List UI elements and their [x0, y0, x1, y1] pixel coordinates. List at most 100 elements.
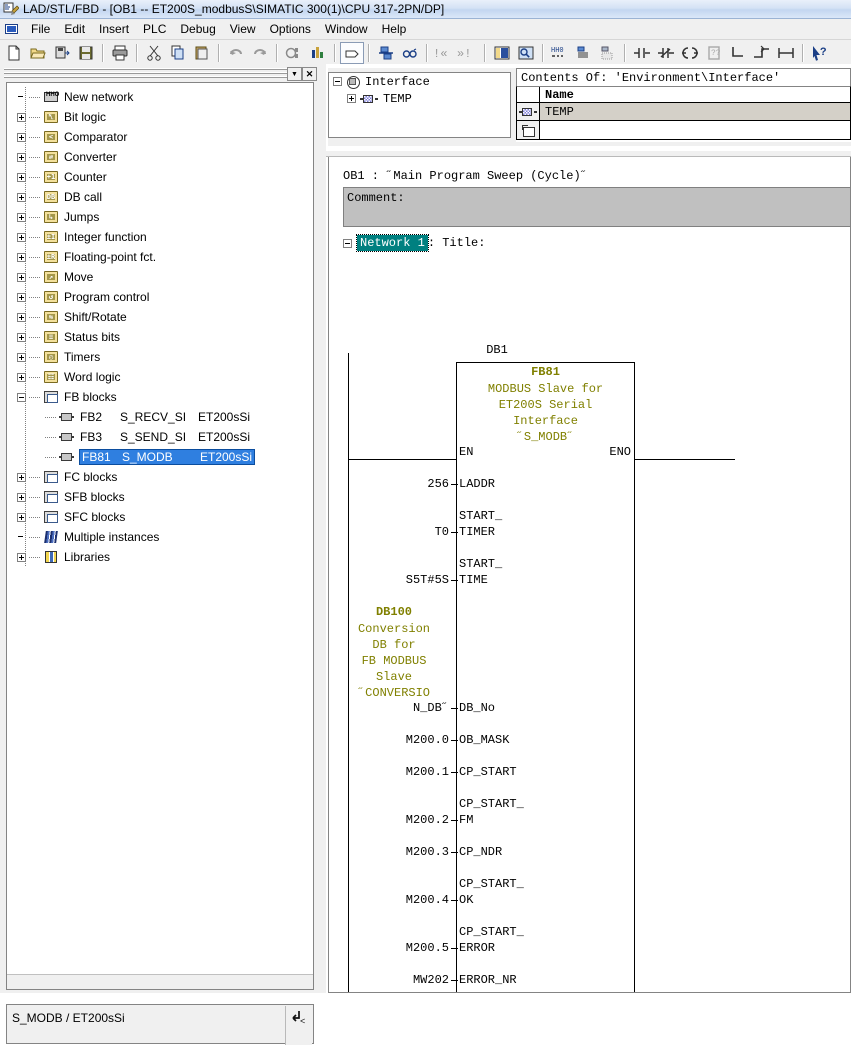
operand-start-timer[interactable]: T0 [434, 525, 449, 539]
tree-expander[interactable] [17, 312, 26, 322]
tree-item-floating-point[interactable]: ±R Floating-point fct. [11, 247, 313, 267]
contact-nc-icon[interactable] [654, 42, 678, 64]
undo-icon[interactable] [224, 42, 248, 64]
tree-expander[interactable] [347, 94, 356, 103]
tree-item-sfb-blocks[interactable]: SFB blocks [11, 487, 313, 507]
table-row[interactable] [516, 121, 851, 140]
menu-debug[interactable]: Debug [180, 22, 216, 36]
collapse-icon[interactable] [343, 238, 352, 248]
tree-expander[interactable] [17, 132, 26, 142]
download-icon[interactable] [282, 42, 306, 64]
interface-tree-item-temp[interactable]: TEMP [329, 90, 510, 107]
menu-view[interactable]: View [229, 22, 256, 36]
network-title[interactable]: : Title: [427, 236, 486, 250]
network-label[interactable]: Network 1 [356, 234, 429, 252]
tree-expander[interactable] [17, 492, 26, 502]
branch-open-icon[interactable] [726, 42, 750, 64]
menu-window[interactable]: Window [324, 22, 368, 36]
ladder-canvas[interactable]: OB1 : ˝Main Program Sweep (Cycle)˝ Comme… [328, 157, 851, 993]
overview-icon[interactable] [490, 42, 514, 64]
symbol-table-icon[interactable] [374, 42, 398, 64]
menu-edit[interactable]: Edit [64, 22, 86, 36]
pane-grip[interactable] [4, 68, 294, 78]
tree-item-program-control[interactable]: ↺ Program control [11, 287, 313, 307]
tree-item-shift-rotate[interactable]: ⇆ Shift/Rotate [11, 307, 313, 327]
operand-laddr[interactable]: 256 [427, 477, 449, 491]
tree-item-move[interactable]: ↗ Move [11, 267, 313, 287]
network-header[interactable]: Network 1 : Title: [343, 234, 486, 252]
tree-expander[interactable] [17, 372, 26, 382]
conversion-db-number[interactable]: DB100 [375, 605, 412, 619]
elements-icon[interactable]: HH0 [548, 42, 572, 64]
operand-cp-start[interactable]: M200.1 [405, 765, 449, 779]
horizontal-splitter[interactable] [326, 150, 851, 157]
tree-expander[interactable] [17, 252, 26, 262]
empty-box-icon[interactable]: ?? [702, 42, 726, 64]
save-icon[interactable] [74, 42, 98, 64]
operand-error-nr[interactable]: MW202 [412, 973, 449, 987]
tree-item-fb3[interactable]: FB3 S_SEND_SI ET200sSi [11, 427, 313, 447]
error-next-icon[interactable]: »! [456, 42, 480, 64]
tree-expander[interactable] [17, 352, 26, 362]
close-icon[interactable]: ✕ [302, 67, 317, 81]
operand-cp-start-ok[interactable]: M200.4 [405, 893, 449, 907]
vertical-splitter[interactable] [322, 64, 326, 993]
branch-close-icon[interactable] [750, 42, 774, 64]
tree-expander[interactable] [17, 172, 26, 182]
coil-icon[interactable] [678, 42, 702, 64]
tree-item-fc-blocks[interactable]: FC blocks [11, 467, 313, 487]
tree-expander[interactable] [17, 112, 26, 122]
tree-item-converter[interactable]: ⇄ Converter [11, 147, 313, 167]
tree-expander[interactable] [17, 212, 26, 222]
tree-item-new-network[interactable]: HHO New network [11, 87, 313, 107]
menu-insert[interactable]: Insert [99, 22, 130, 36]
tree-item-status-bits[interactable]: ≡ Status bits [11, 327, 313, 347]
symbol-select-icon[interactable] [596, 42, 620, 64]
tree-expander[interactable] [17, 232, 26, 242]
tree-expander[interactable] [17, 552, 26, 562]
chevron-down-icon[interactable]: ▼ [287, 67, 302, 81]
operand-cp-start-error[interactable]: M200.5 [405, 941, 449, 955]
tree-expander[interactable] [17, 292, 26, 302]
tree-item-fb81[interactable]: FB81 S_MODB ET200sSi [11, 447, 313, 467]
tree-item-integer-function[interactable]: ±I Integer function [11, 227, 313, 247]
branch-connect-icon[interactable] [774, 42, 798, 64]
tree-item-db-call[interactable]: DB DB call [11, 187, 313, 207]
display-symbols-icon[interactable] [398, 42, 422, 64]
tree-item-comparator[interactable]: < Comparator [11, 127, 313, 147]
tree-item-counter[interactable]: +1 Counter [11, 167, 313, 187]
tree-item-fb2[interactable]: FB2 S_RECV_SI ET200sSi [11, 407, 313, 427]
redo-icon[interactable] [248, 42, 272, 64]
operand-ob-mask[interactable]: M200.0 [405, 733, 449, 747]
print-icon[interactable] [108, 42, 132, 64]
tree-item-sfc-blocks[interactable]: SFC blocks [11, 507, 313, 527]
save-as-icon[interactable] [50, 42, 74, 64]
table-row[interactable]: TEMP [516, 103, 851, 121]
copy-icon[interactable] [166, 42, 190, 64]
tree-expander[interactable] [17, 272, 26, 282]
tree-item-word-logic[interactable]: ☷ Word logic [11, 367, 313, 387]
menu-options[interactable]: Options [269, 22, 311, 36]
tree-expander[interactable] [17, 152, 26, 162]
tree-horizontal-scrollbar[interactable] [7, 974, 313, 989]
operand-cp-start-fm[interactable]: M200.2 [405, 813, 449, 827]
menu-file[interactable]: File [31, 22, 51, 36]
operand-cp-ndr[interactable]: M200.3 [405, 845, 449, 859]
symbol-list-icon[interactable] [572, 42, 596, 64]
operand-start-time[interactable]: S5T#5S [405, 573, 449, 587]
tree-expander[interactable] [17, 472, 26, 482]
window-system-icon[interactable] [4, 22, 20, 36]
tree-item-libraries[interactable]: Libraries [11, 547, 313, 567]
interface-tree[interactable]: Interface TEMP [328, 72, 511, 138]
program-elements-tree[interactable]: HHO New network ␤ Bit logic [6, 82, 314, 990]
tree-item-multiple-instances[interactable]: Multiple instances [11, 527, 313, 547]
help-cursor-icon[interactable]: ? [808, 42, 832, 64]
contact-no-icon[interactable] [630, 42, 654, 64]
tree-item-timers[interactable]: ◴ Timers [11, 347, 313, 367]
open-icon[interactable] [26, 42, 50, 64]
jump-to-icon[interactable]: < [285, 1006, 312, 1045]
new-declaration-icon[interactable] [517, 121, 540, 139]
tree-expander[interactable] [17, 192, 26, 202]
new-icon[interactable] [2, 42, 26, 64]
preview-icon[interactable] [514, 42, 538, 64]
